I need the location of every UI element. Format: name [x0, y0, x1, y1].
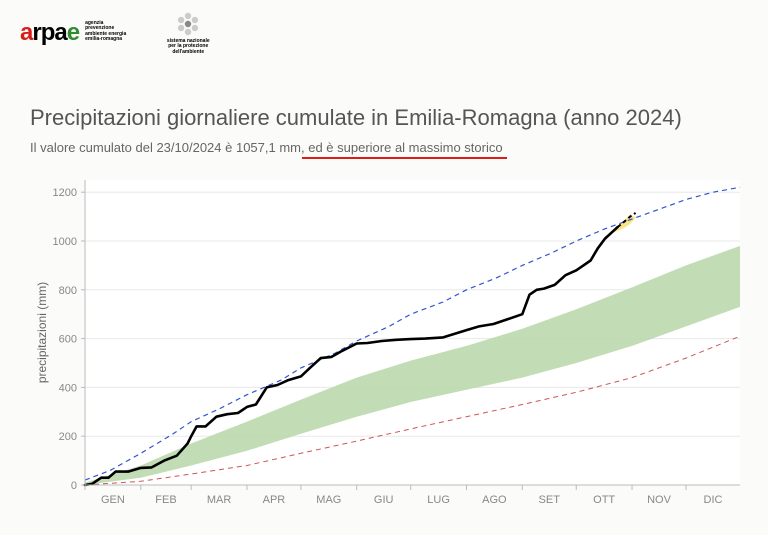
logo-snpa-icon: [166, 11, 210, 37]
logo-arpae-sub: agenziaprevenzioneambiente energiaemilia…: [85, 21, 126, 42]
svg-text:800: 800: [59, 285, 77, 297]
svg-text:SET: SET: [539, 494, 561, 506]
svg-text:0: 0: [71, 480, 77, 492]
svg-text:GEN: GEN: [101, 494, 125, 506]
svg-text:LUG: LUG: [427, 494, 450, 506]
svg-text:400: 400: [59, 382, 77, 394]
chart-container: 0 200 400 600 800 1000 1200 GEN FEB MAR APR MAG GIU L…: [30, 175, 750, 515]
svg-text:MAR: MAR: [207, 494, 232, 506]
svg-text:600: 600: [59, 334, 77, 346]
svg-text:1200: 1200: [53, 187, 77, 199]
precipitation-chart: 0 200 400 600 800 1000 1200 GEN FEB MAR APR MAG GIU L…: [30, 175, 750, 515]
svg-text:1000: 1000: [53, 236, 77, 248]
logo-arpae-text: arpae: [20, 19, 79, 47]
svg-text:FEB: FEB: [155, 494, 176, 506]
chart-subtitle: Il valore cumulato del 23/10/2024 è 1057…: [30, 140, 503, 155]
svg-text:APR: APR: [263, 494, 286, 506]
svg-text:NOV: NOV: [647, 494, 672, 506]
svg-text:DIC: DIC: [704, 494, 723, 506]
subtitle-prefix: Il valore cumulato del 23/10/2024 è 1057…: [30, 140, 308, 155]
logo-snpa: sistema nazionaleper la protezionedell'a…: [166, 11, 210, 55]
svg-text:200: 200: [59, 431, 77, 443]
logo-arpae: arpae agenziaprevenzioneambiente energia…: [20, 19, 126, 47]
svg-text:AGO: AGO: [482, 494, 507, 506]
header: arpae agenziaprevenzioneambiente energia…: [20, 8, 748, 58]
chart-title: Precipitazioni giornaliere cumulate in E…: [30, 105, 682, 131]
subtitle-underline: [302, 157, 506, 159]
svg-text:GIU: GIU: [374, 494, 394, 506]
svg-text:OTT: OTT: [593, 494, 615, 506]
svg-text:precipitazioni (mm): precipitazioni (mm): [35, 282, 49, 383]
subtitle-emph: ed è superiore al massimo storico: [308, 140, 502, 155]
logo-snpa-sub: sistema nazionaleper la protezionedell'a…: [167, 39, 210, 55]
page-root: arpae agenziaprevenzioneambiente energia…: [0, 0, 768, 535]
svg-text:MAG: MAG: [316, 494, 341, 506]
